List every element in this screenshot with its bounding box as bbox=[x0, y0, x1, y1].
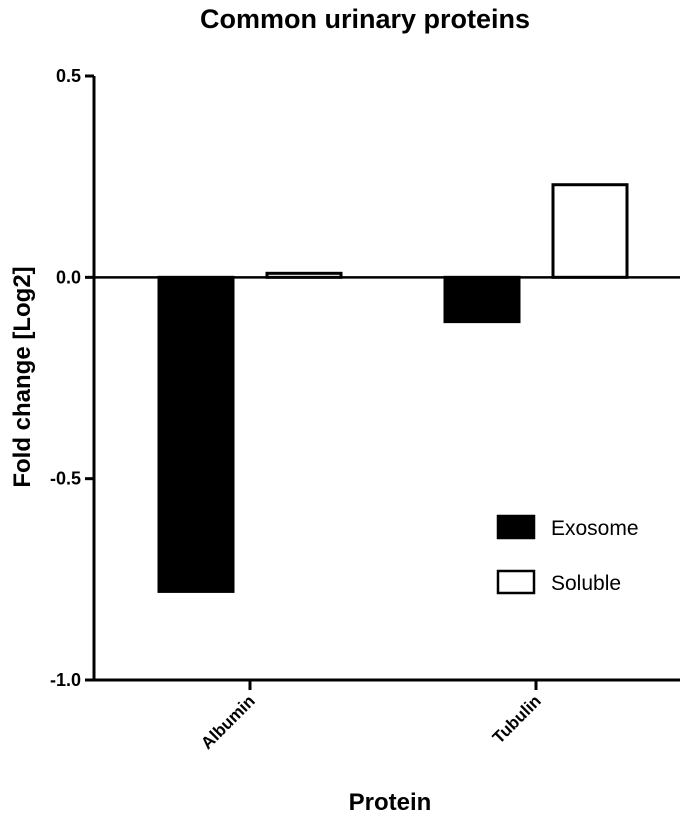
chart-title: Common urinary proteins bbox=[200, 4, 530, 34]
plot-area: 0.5 0.0 -0.5 -1.0 Albumin Tubulin bbox=[50, 66, 680, 753]
legend-label-exosome: Exosome bbox=[551, 517, 639, 540]
bar-exosome-albumin bbox=[157, 275, 235, 593]
x-axis-title: Protein bbox=[349, 789, 432, 816]
y-tick-label: -0.5 bbox=[50, 469, 81, 489]
bar-soluble-albumin bbox=[265, 271, 343, 279]
x-tick-label-albumin: Albumin bbox=[197, 691, 259, 753]
legend-swatch-soluble bbox=[496, 569, 536, 595]
y-tick-label: 0.0 bbox=[56, 267, 81, 287]
legend: Exosome Soluble bbox=[496, 514, 639, 595]
y-tick-label: 0.5 bbox=[56, 66, 81, 86]
y-tick-label: -1.0 bbox=[50, 670, 81, 690]
bar-soluble-tubulin bbox=[551, 183, 629, 279]
legend-swatch-exosome bbox=[496, 514, 536, 540]
bar-exosome-tubulin bbox=[443, 275, 521, 324]
y-axis-title: Fold change [Log2] bbox=[9, 266, 36, 487]
legend-label-soluble: Soluble bbox=[551, 572, 621, 595]
x-tick-label-tubulin: Tubulin bbox=[489, 691, 545, 747]
